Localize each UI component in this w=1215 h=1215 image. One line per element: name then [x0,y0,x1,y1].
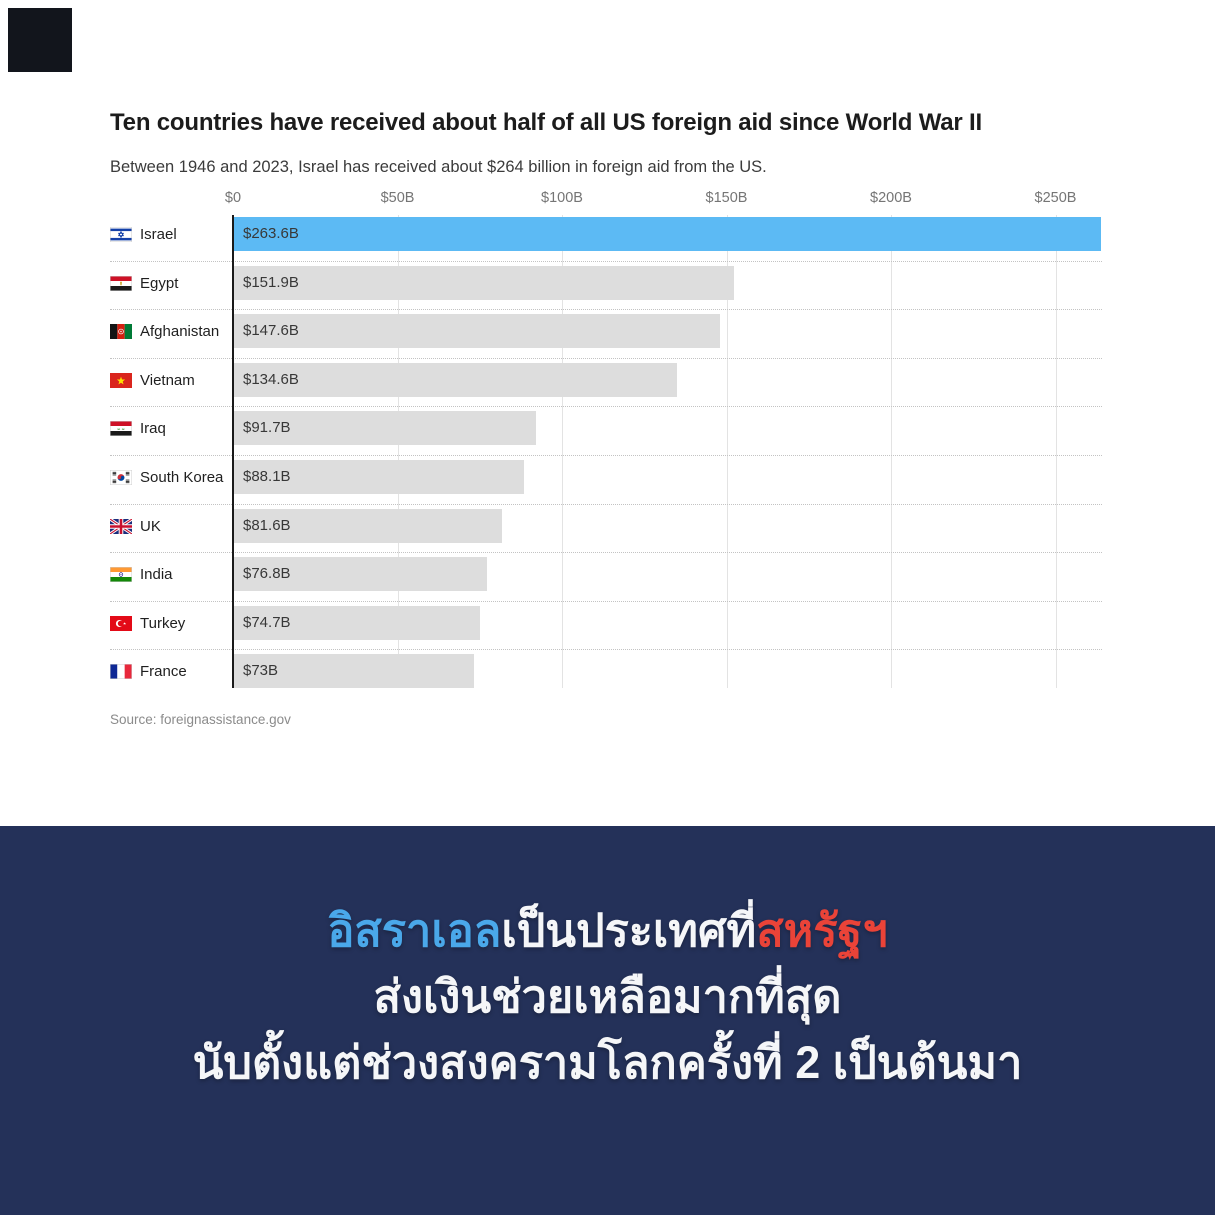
x-axis-tick-label: $0 [224,190,242,206]
country-label: Iraq [140,420,166,438]
bar-value-label: $74.7B [243,613,291,631]
turkey-flag-icon [110,615,132,631]
vertical-gridline [397,215,399,688]
bar-row: Iraq $91.7B [110,407,1102,456]
x-axis-tick-label: $150B [705,190,748,206]
bar-row: Afghanistan $147.6B [110,310,1102,359]
x-axis-tick-label: $200B [870,190,912,206]
caption-text-segment: ส่งเงินช่วยเหลือมากที่สุด [373,971,842,1022]
value-bar: $147.6B [234,314,720,349]
country-label: India [140,566,173,584]
x-axis-tick-label: $100B [541,190,583,206]
caption-banner: อิสราเอลเป็นประเทศที่สหรัฐฯส่งเงินช่วยเห… [0,826,1215,1215]
bar-value-label: $147.6B [243,322,299,340]
country-label: Israel [140,226,177,243]
uk-flag-icon [110,518,132,534]
vertical-gridline [562,215,563,688]
caption-line: อิสราเอลเป็นประเทศที่สหรัฐฯ [0,898,1215,964]
row-separator [110,454,1102,456]
value-bar: $151.9B [234,265,734,300]
bar-value-label: $263.6B [243,225,299,242]
caption-text-segment: สหรัฐฯ [756,905,888,956]
country-label: Egypt [140,274,179,292]
country-label: Turkey [140,614,186,632]
bar-row: South Korea $88.1B [110,456,1102,505]
row-separator [110,649,1102,651]
iraq-flag-icon [110,421,132,437]
bar-value-label: $76.8B [243,565,291,583]
x-axis-tick-label: $250B [1034,190,1077,206]
vietnam-flag-icon [110,372,132,388]
vertical-gridline [1055,215,1057,688]
row-separator [110,600,1102,602]
egypt-flag-icon [110,275,132,291]
caption-line: นับตั้งแต่ช่วงสงครามโลกครั้งที่ 2 เป็นต้… [0,1030,1215,1096]
bar-value-label: $88.1B [243,468,291,485]
caption-text-segment: นับตั้งแต่ช่วงสงครามโลกครั้งที่ 2 เป็นต้… [192,1037,1023,1088]
afghanistan-flag-icon [110,324,132,340]
france-flag-icon [110,664,132,680]
plot-area: Israel $263.6B Egypt $151.9B Afghanistan $147… [110,213,1102,699]
chart-subtitle: Between 1946 and 2023, Israel has receiv… [110,158,767,176]
country-label: South Korea [140,469,224,486]
bar-row: Egypt $151.9B [110,262,1102,311]
bar-value-label: $151.9B [243,273,299,291]
bar-row: France $73B [110,650,1102,699]
israel-flag-icon [110,227,132,242]
bar-row: Turkey $74.7B [110,602,1102,651]
corner-logo-square [8,8,72,72]
value-bar: $263.6B [234,217,1101,251]
country-label: UK [140,517,161,535]
south-korea-flag-icon [110,470,132,485]
value-bar: $88.1B [234,460,524,494]
source-note: Source: foreignassistance.gov [110,712,291,727]
caption-text-block: อิสราเอลเป็นประเทศที่สหรัฐฯส่งเงินช่วยเห… [0,898,1215,1096]
value-bar: $76.8B [234,557,487,592]
value-bar: $81.6B [234,508,502,543]
chart-title: Ten countries have received about half o… [110,109,982,136]
bar-row: Vietnam $134.6B [110,359,1102,408]
india-flag-icon [110,567,132,583]
row-separator [110,503,1102,505]
value-bar: $74.7B [234,605,480,640]
row-separator [110,406,1102,408]
bar-row: UK $81.6B [110,505,1102,554]
value-bar: $134.6B [234,362,677,397]
row-separator [110,309,1102,311]
vertical-gridline [891,215,892,688]
bar-value-label: $81.6B [243,516,291,534]
bar-row: Israel $263.6B [110,213,1102,262]
vertical-gridline [726,215,728,688]
x-axis-tick-label: $50B [380,190,415,206]
row-separator [110,260,1102,262]
caption-text-segment: อิสราเอล [327,905,502,956]
country-label: Vietnam [140,371,195,389]
country-label: Afghanistan [140,323,220,341]
row-separator [110,357,1102,359]
row-separator [110,552,1102,554]
bar-value-label: $91.7B [243,419,291,437]
bar-row: India $76.8B [110,553,1102,602]
value-bar: $91.7B [234,411,536,446]
bar-value-label: $134.6B [243,370,299,388]
zero-axis-line [232,215,234,688]
value-bar: $73B [234,654,474,689]
caption-line: ส่งเงินช่วยเหลือมากที่สุด [0,964,1215,1030]
country-label: France [140,663,187,681]
bar-value-label: $73B [243,662,279,680]
caption-text-segment: เป็นประเทศที่ [501,905,757,956]
